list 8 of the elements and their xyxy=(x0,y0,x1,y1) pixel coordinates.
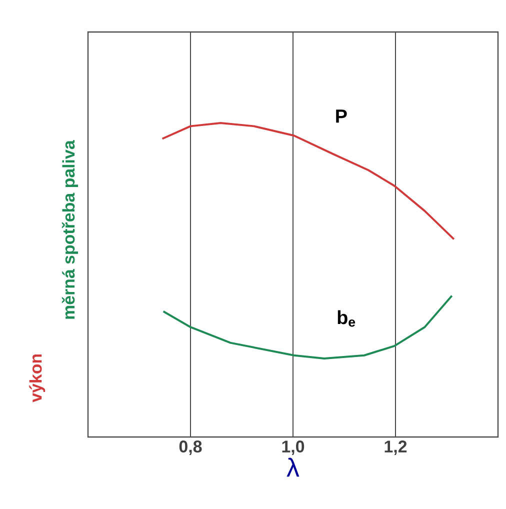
x-tick-label: 1,0 xyxy=(282,440,304,455)
y-axis-title: výkon xyxy=(29,354,46,402)
series-label: b$_{e}$ xyxy=(338,310,356,327)
x-axis-title: λ xyxy=(286,458,300,477)
series-label: P xyxy=(336,110,347,123)
x-tick-label: 1,2 xyxy=(384,440,407,455)
text: měrná spotřeba paliva xyxy=(62,140,78,319)
x-tick-label: 0,8 xyxy=(179,440,202,455)
